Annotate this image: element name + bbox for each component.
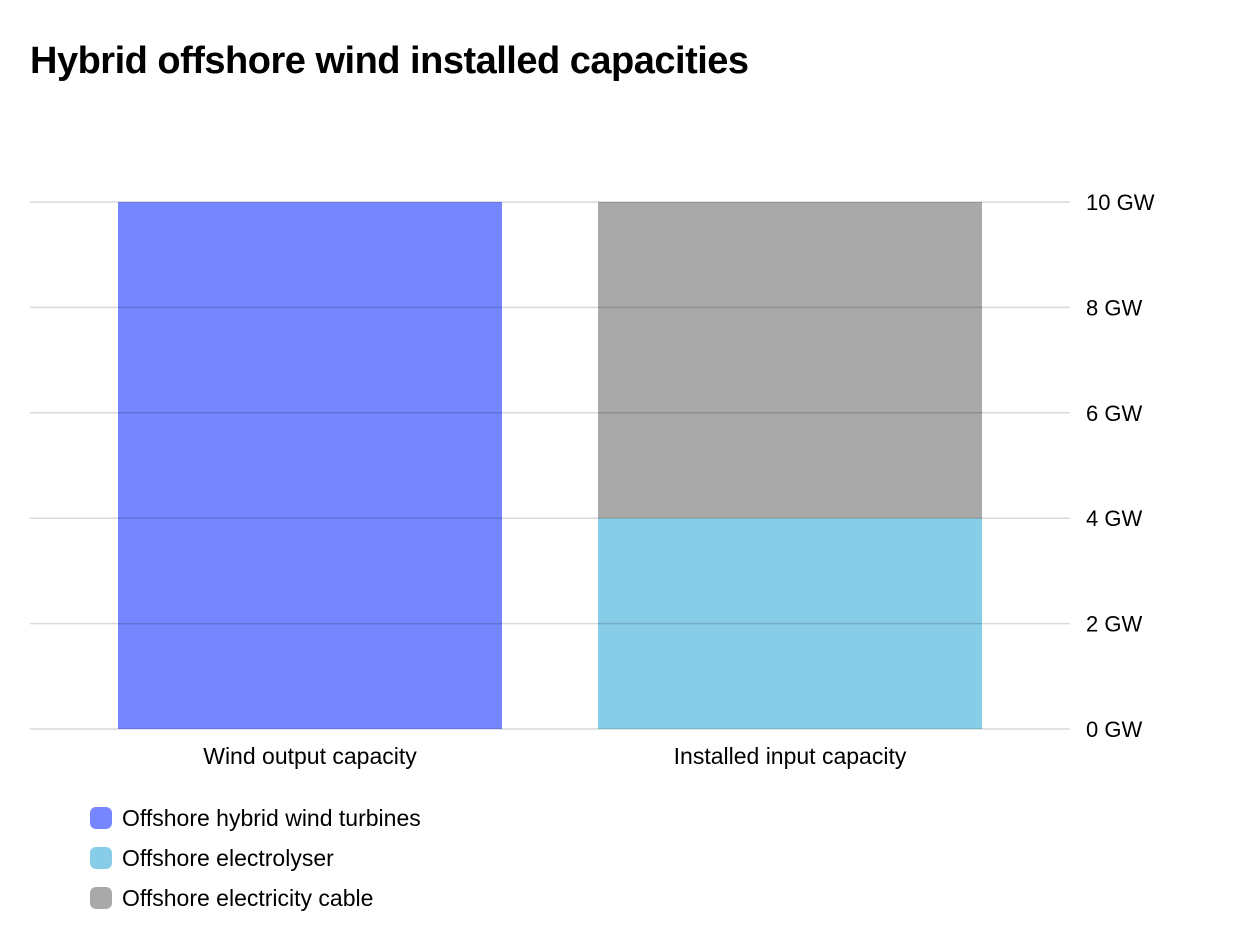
legend-swatch [90,887,112,909]
bar-2-segment-3 [598,202,982,519]
x-category-label: Wind output capacity [203,743,417,769]
y-tick-label: 6 GW [1086,401,1142,426]
x-category-label: Installed input capacity [674,743,907,769]
y-tick-label: 2 GW [1086,612,1142,637]
chart-title: Hybrid offshore wind installed capacitie… [30,40,749,82]
bar-1-segment-1 [118,202,502,729]
labels-layer: 0 GW 2 GW 4 GW 6 GW 8 GW 10 GW Wind output cap… [203,190,1154,769]
legend-item: Offshore electricity cable [90,878,421,918]
legend-label: Offshore hybrid wind turbines [122,804,421,831]
legend-item: Offshore hybrid wind turbines [90,798,421,838]
legend-item: Offshore electrolyser [90,838,421,878]
legend-swatch [90,847,112,869]
legend: Offshore hybrid wind turbines Offshore el… [90,798,421,918]
bars-layer [118,202,982,729]
y-tick-label: 10 GW [1086,190,1155,215]
y-tick-label: 0 GW [1086,717,1142,742]
legend-label: Offshore electricity cable [122,884,374,911]
y-tick-label: 8 GW [1086,295,1142,320]
legend-swatch [90,807,112,829]
y-tick-label: 4 GW [1086,506,1142,531]
chart-plot: 0 GW 2 GW 4 GW 6 GW 8 GW 10 GW Wind output cap… [30,190,1155,769]
bar-2-segment-2 [598,518,982,729]
grid-layer [30,201,1070,730]
legend-label: Offshore electrolyser [122,844,334,871]
